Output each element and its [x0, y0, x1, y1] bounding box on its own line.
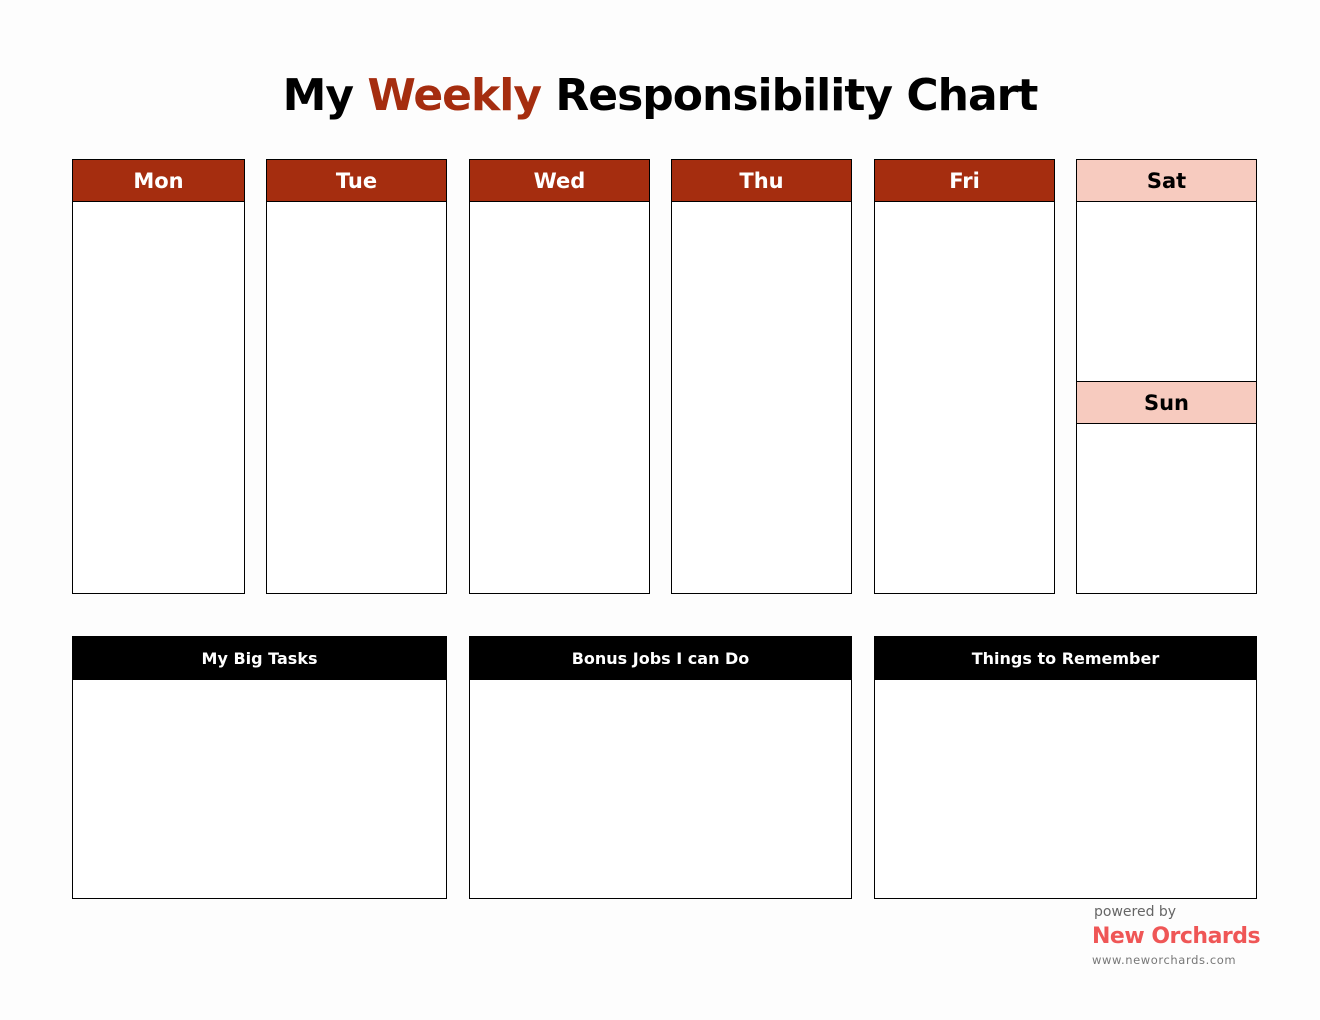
section-header: My Big Tasks	[72, 636, 447, 680]
title-accent: Weekly	[367, 70, 542, 121]
day-column-mon[interactable]: Mon	[72, 159, 245, 594]
section-things-to-remember[interactable]: Things to Remember	[874, 636, 1257, 899]
title-part: Responsibility Chart	[541, 70, 1038, 121]
day-column-wed[interactable]: Wed	[469, 159, 650, 594]
day-column-fri[interactable]: Fri	[874, 159, 1055, 594]
section-big-tasks[interactable]: My Big Tasks	[72, 636, 447, 899]
brand-logo: powered by New Orchards www.neworchards.…	[1092, 904, 1261, 967]
day-header: Mon	[72, 159, 245, 202]
day-header-sun: Sun	[1076, 381, 1257, 424]
day-column-tue[interactable]: Tue	[266, 159, 447, 594]
day-header: Tue	[266, 159, 447, 202]
brand-url: www.neworchards.com	[1092, 953, 1237, 967]
weekend-column[interactable]: Sat Sun	[1076, 159, 1257, 594]
section-header: Things to Remember	[874, 636, 1257, 680]
brand-name: New Orchards	[1092, 924, 1261, 949]
section-header: Bonus Jobs I can Do	[469, 636, 852, 680]
day-header-sat: Sat	[1076, 159, 1257, 202]
day-header: Fri	[874, 159, 1055, 202]
title-part: My	[282, 70, 368, 121]
powered-by: powered by	[1094, 904, 1177, 920]
day-header: Thu	[671, 159, 852, 202]
page-title: My Weekly Responsibility Chart	[0, 70, 1320, 121]
day-header: Wed	[469, 159, 650, 202]
section-bonus-jobs[interactable]: Bonus Jobs I can Do	[469, 636, 852, 899]
day-column-thu[interactable]: Thu	[671, 159, 852, 594]
